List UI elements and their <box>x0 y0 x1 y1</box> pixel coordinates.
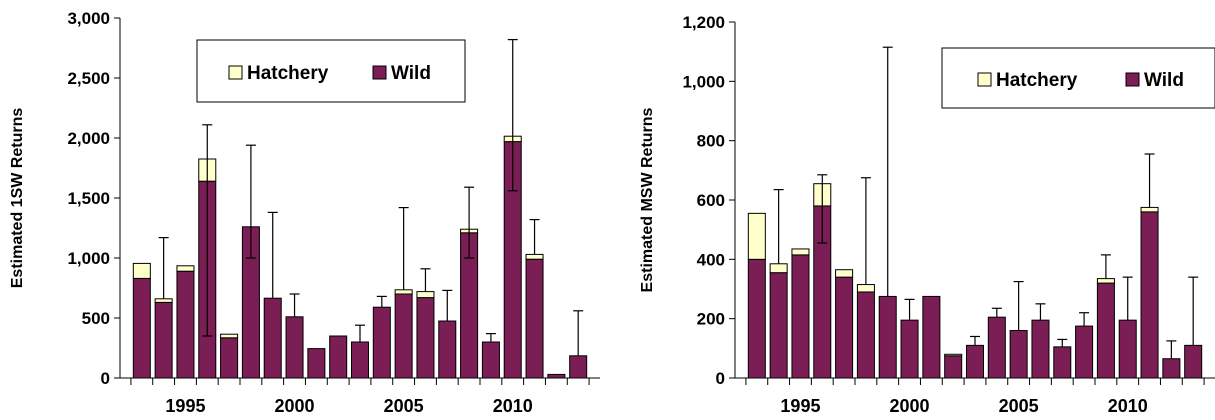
bar-wild-1998 <box>856 291 875 379</box>
bar-wild-2001 <box>922 295 941 379</box>
bar-hatchery-2011 <box>1140 206 1159 213</box>
y-axis-title: Estimated MSW Returns <box>639 107 656 292</box>
bar-hatchery-1993 <box>132 262 151 279</box>
legend-swatch-wild <box>372 65 387 80</box>
chart-1sw-returns: 0 500 1,000 1,500 2,000 2,500 3,000 1995 2000 200… <box>9 9 600 416</box>
bar-wild-2003 <box>350 341 370 379</box>
bar-wild-1994 <box>769 272 788 379</box>
bar-wild-2003 <box>965 344 985 379</box>
bar-wild-1994 <box>154 301 173 379</box>
bar-wild-2007 <box>1053 346 1072 379</box>
y-tick-label: 200 <box>697 310 725 329</box>
x-tick-label: 2005 <box>384 396 424 416</box>
y-tick-label: 0 <box>101 369 110 388</box>
bar-wild-1999 <box>878 295 897 379</box>
bar-wild-1995 <box>791 254 810 379</box>
bar-wild-2013 <box>569 355 588 379</box>
y-tick-label: 2,500 <box>67 69 110 88</box>
x-tick-label: 1995 <box>780 396 820 416</box>
y-tick-label: 1,000 <box>682 72 725 91</box>
bar-wild-2004 <box>987 316 1006 379</box>
bar-wild-1997 <box>220 337 239 379</box>
bar-wild-2009 <box>481 341 500 379</box>
y-tick-label: 500 <box>82 309 110 328</box>
bar-wild-1995 <box>176 270 195 379</box>
bar-wild-2011 <box>1140 211 1159 379</box>
y-tick-label: 800 <box>697 132 725 151</box>
y-tick-label: 600 <box>697 191 725 210</box>
legend-label-hatchery: Hatchery <box>996 70 1078 91</box>
x-tick-label: 2010 <box>1108 396 1148 416</box>
bar-wild-2013 <box>1184 344 1203 379</box>
bar-wild-2002 <box>329 335 348 379</box>
y-axis-title: Estimated 1SW Returns <box>9 108 26 289</box>
bar-wild-1993 <box>747 258 766 379</box>
bar-hatchery-1995 <box>176 265 195 272</box>
bar-wild-2010 <box>1118 319 1137 379</box>
legend-swatch-hatchery <box>228 65 243 80</box>
bar-wild-2009 <box>1096 282 1115 379</box>
chart-msw-returns: 0 200 400 600 800 1,000 1,200 1995 2000 2005 2010 E… <box>639 13 1215 416</box>
y-tick-label: 1,500 <box>67 189 110 208</box>
x-tick-label: 1995 <box>165 396 205 416</box>
y-tick-label: 1,200 <box>682 13 725 32</box>
bar-hatchery-2005 <box>394 289 413 295</box>
bar-hatchery-1997 <box>220 333 239 339</box>
legend-swatch-wild <box>1125 72 1140 87</box>
legend-swatch-hatchery <box>977 72 992 87</box>
legend-label-wild: Wild <box>1144 70 1184 91</box>
bar-hatchery-1998 <box>856 284 875 293</box>
bar-hatchery-1994 <box>769 263 788 274</box>
x-tick-label: 2005 <box>999 396 1039 416</box>
bar-wild-2006 <box>1031 319 1050 379</box>
bar-hatchery-1993 <box>747 212 766 260</box>
bar-hatchery-1997 <box>835 269 854 278</box>
y-tick-label: 0 <box>716 369 725 388</box>
bar-wild-2002 <box>944 355 963 379</box>
bar-wild-2006 <box>416 297 435 379</box>
bar-wild-2008 <box>1075 325 1094 379</box>
x-tick-label: 2000 <box>890 396 930 416</box>
legend-label-wild: Wild <box>391 63 431 84</box>
bar-wild-2012 <box>547 373 566 379</box>
bar-hatchery-2002 <box>944 353 963 357</box>
y-tick-label: 2,000 <box>67 129 110 148</box>
bar-wild-2000 <box>900 319 919 379</box>
bar-wild-1997 <box>835 276 854 379</box>
bar-hatchery-2006 <box>416 291 435 299</box>
bar-hatchery-2009 <box>1096 278 1115 284</box>
bar-wild-2007 <box>438 320 457 379</box>
bar-wild-2000 <box>285 316 304 379</box>
bar-hatchery-1995 <box>791 248 810 256</box>
bar-wild-1999 <box>263 297 282 379</box>
x-tick-label: 2000 <box>275 396 315 416</box>
bar-wild-2005 <box>1009 330 1028 379</box>
bar-hatchery-1994 <box>154 298 173 303</box>
y-tick-label: 1,000 <box>67 249 110 268</box>
x-tick-label: 2010 <box>493 396 533 416</box>
bar-wild-1993 <box>132 277 151 379</box>
bar-hatchery-2011 <box>525 253 544 260</box>
legend-label-hatchery: Hatchery <box>247 63 329 84</box>
bar-wild-2001 <box>307 348 326 379</box>
y-tick-label: 400 <box>697 250 725 269</box>
bar-wild-2012 <box>1162 358 1181 379</box>
y-tick-label: 3,000 <box>67 9 110 28</box>
bar-wild-2005 <box>394 293 413 379</box>
bar-wild-2004 <box>372 306 391 379</box>
bar-wild-2011 <box>525 258 544 379</box>
